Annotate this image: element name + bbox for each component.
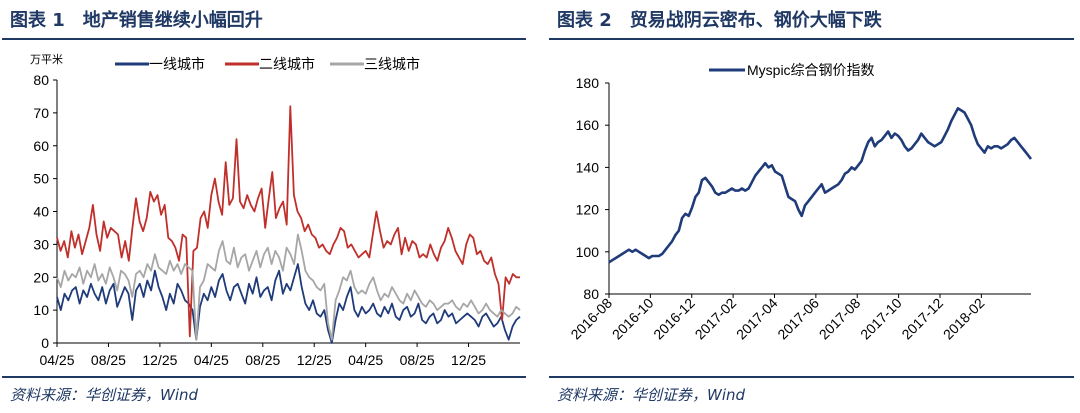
series-line-三线城市 xyxy=(56,233,521,341)
legend-label-一线城市: 一线城市 xyxy=(149,56,205,72)
y-tick-label: 50 xyxy=(33,171,49,187)
y-tick-label: 160 xyxy=(576,117,600,133)
y-tick-label: 120 xyxy=(576,202,600,218)
y-axis-unit-label: 万平米 xyxy=(30,53,63,66)
y-tick-label: 10 xyxy=(33,302,49,318)
y-tick-label: 30 xyxy=(33,236,49,252)
x-tick-label: 12/25 xyxy=(142,352,177,368)
y-tick-label: 60 xyxy=(33,138,49,154)
x-tick-label: 08/25 xyxy=(400,352,435,368)
figure-1-label: 图表 1 xyxy=(10,10,65,31)
series-line-二线城市 xyxy=(56,105,520,338)
series-line-myspic xyxy=(608,107,1033,264)
figure-2-source: 资料来源：华创证券，Wind xyxy=(557,386,746,404)
x-tick-label: 04/25 xyxy=(194,352,229,368)
figure-1-top-rule xyxy=(2,38,526,40)
y-tick-label: 70 xyxy=(33,105,49,121)
x-tick-label: 12/25 xyxy=(451,352,486,368)
y-tick-label: 180 xyxy=(576,75,600,91)
figure-2-title-text: 贸易战阴云密布、钢价大幅下跌 xyxy=(629,10,882,31)
x-tick-label: 2016-10 xyxy=(609,295,657,343)
figure-1-bottom-rule xyxy=(2,376,526,378)
y-tick-label: 40 xyxy=(33,204,49,220)
figure-1-panel: 图表 1 地产销售继续小幅回升 万平米 0 10 20 30 40 50 60 70 80 04/25… xyxy=(0,0,532,413)
figure-2-label: 图表 2 xyxy=(557,10,612,31)
legend-label-myspic: Myspic综合钢价指数 xyxy=(747,62,875,78)
x-tick-label: 08/25 xyxy=(245,352,280,368)
x-tick-label: 12/25 xyxy=(297,352,332,368)
figure-2-panel: 图表 2 贸易战阴云密布、钢价大幅下跌 80 100 120 140 160 180 2016… xyxy=(547,0,1080,413)
y-tick-label: 0 xyxy=(41,335,49,351)
figure-1-title-text: 地产销售继续小幅回升 xyxy=(82,10,263,31)
y-tick-label: 140 xyxy=(576,159,600,175)
x-tick-label: 2017-04 xyxy=(733,295,781,343)
figure-2-title: 图表 2 贸易战阴云密布、钢价大幅下跌 xyxy=(557,6,882,32)
legend-label-三线城市: 三线城市 xyxy=(364,56,420,72)
x-tick-label: 04/25 xyxy=(348,352,383,368)
x-tick-label: 2017-06 xyxy=(774,295,822,343)
y-tick-label: 80 xyxy=(583,286,599,302)
chart-1-svg: 万平米 0 10 20 30 40 50 60 70 80 04/25 08/25 12/25 04/25… xyxy=(30,53,521,368)
x-tick-label: 2017-12 xyxy=(898,295,946,343)
figure-2-bottom-rule xyxy=(549,376,1074,378)
figure-1-title: 图表 1 地产销售继续小幅回升 xyxy=(10,6,263,32)
x-tick-label: 2017-10 xyxy=(857,295,905,343)
figure-2-top-rule xyxy=(549,38,1074,40)
legend-label-二线城市: 二线城市 xyxy=(259,56,315,72)
y-tick-label: 20 xyxy=(33,269,49,285)
x-tick-label: 2017-02 xyxy=(692,295,740,343)
x-tick-label: 2016-12 xyxy=(650,295,698,343)
figure-1-source: 资料来源：华创证券，Wind xyxy=(10,386,199,404)
x-tick-label: 2018-02 xyxy=(940,295,988,343)
x-tick-label: 08/25 xyxy=(91,352,126,368)
x-tick-label: 04/25 xyxy=(39,352,74,368)
series-line-一线城市 xyxy=(56,263,521,344)
y-tick-label: 80 xyxy=(33,72,49,88)
y-tick-label: 100 xyxy=(576,244,600,260)
chart-2-svg: 801001201401601802016-082016-102016-1220… xyxy=(567,62,1033,343)
x-tick-label: 2017-08 xyxy=(816,295,864,343)
